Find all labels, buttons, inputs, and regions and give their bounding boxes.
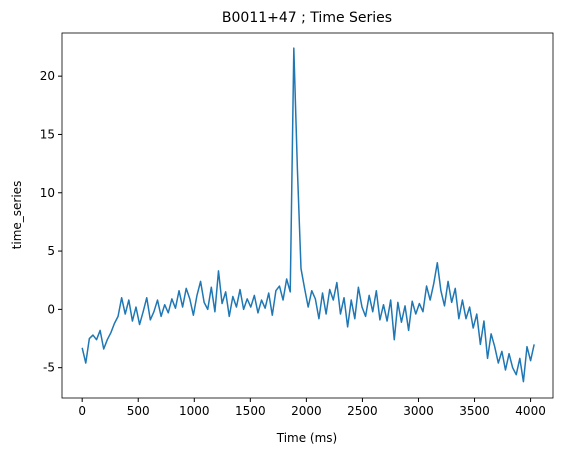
y-tick-label: -5 [43,361,55,375]
y-tick-label: 15 [40,127,55,141]
y-tick-label: 10 [40,186,55,200]
chart-title: B0011+47 ; Time Series [222,10,392,26]
y-axis-label: time_series [10,181,24,250]
x-tick-label: 500 [127,404,150,418]
x-tick-label: 3500 [459,404,490,418]
y-tick-label: 5 [47,244,55,258]
x-tick-label: 1000 [179,404,210,418]
y-tick-label: 20 [40,69,55,83]
x-axis-label: Time (ms) [276,431,338,445]
x-tick-label: 2500 [347,404,378,418]
x-tick-label: 3000 [403,404,434,418]
x-tick-label: 1500 [235,404,266,418]
line-series [81,47,535,383]
plot-frame [61,32,554,399]
y-tick-label: 0 [47,302,55,316]
x-tick-label: 2000 [291,404,322,418]
x-tick-label: 0 [78,404,86,418]
x-tick-label: 4000 [515,404,546,418]
